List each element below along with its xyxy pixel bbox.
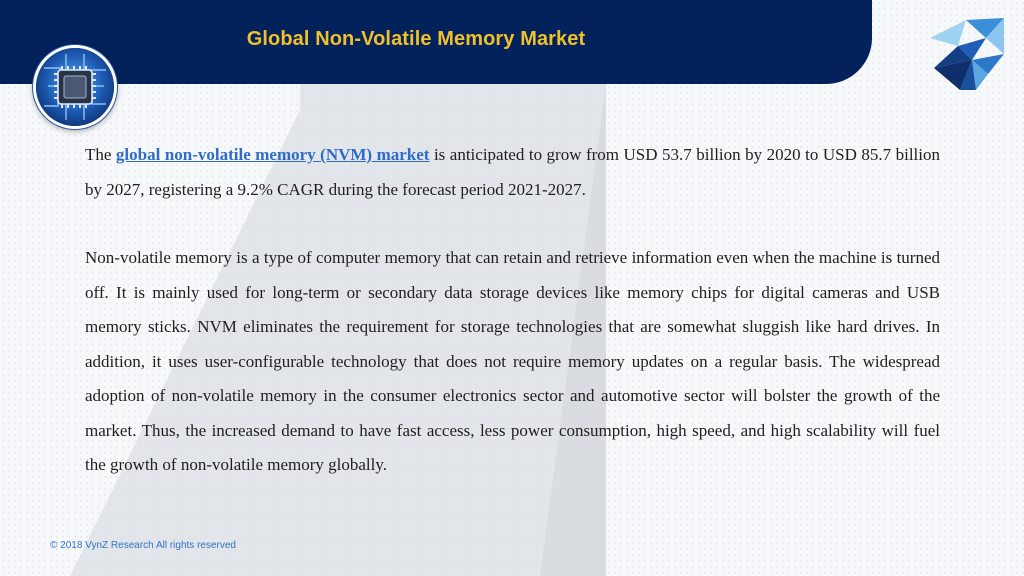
intro-paragraph: The global non-volatile memory (NVM) mar… [85, 138, 940, 207]
intro-rest-text: is anticipated to grow from USD 53.7 bil… [85, 145, 940, 199]
description-paragraph: Non-volatile memory is a type of compute… [85, 248, 940, 474]
circuit-chip-icon [33, 45, 117, 129]
nvm-market-link[interactable]: global non-volatile memory (NVM) market [115, 145, 430, 164]
page-title: Global Non-Volatile Memory Market [246, 28, 586, 50]
slide-content: The global non-volatile memory (NVM) mar… [85, 138, 940, 483]
triangle-brand-mark-icon [930, 18, 1004, 90]
header-band: Global Non-Volatile Memory Market [0, 0, 872, 84]
copyright-footer: © 2018 VynZ Research All rights reserved [50, 540, 236, 551]
intro-lead-text: The [85, 145, 116, 164]
